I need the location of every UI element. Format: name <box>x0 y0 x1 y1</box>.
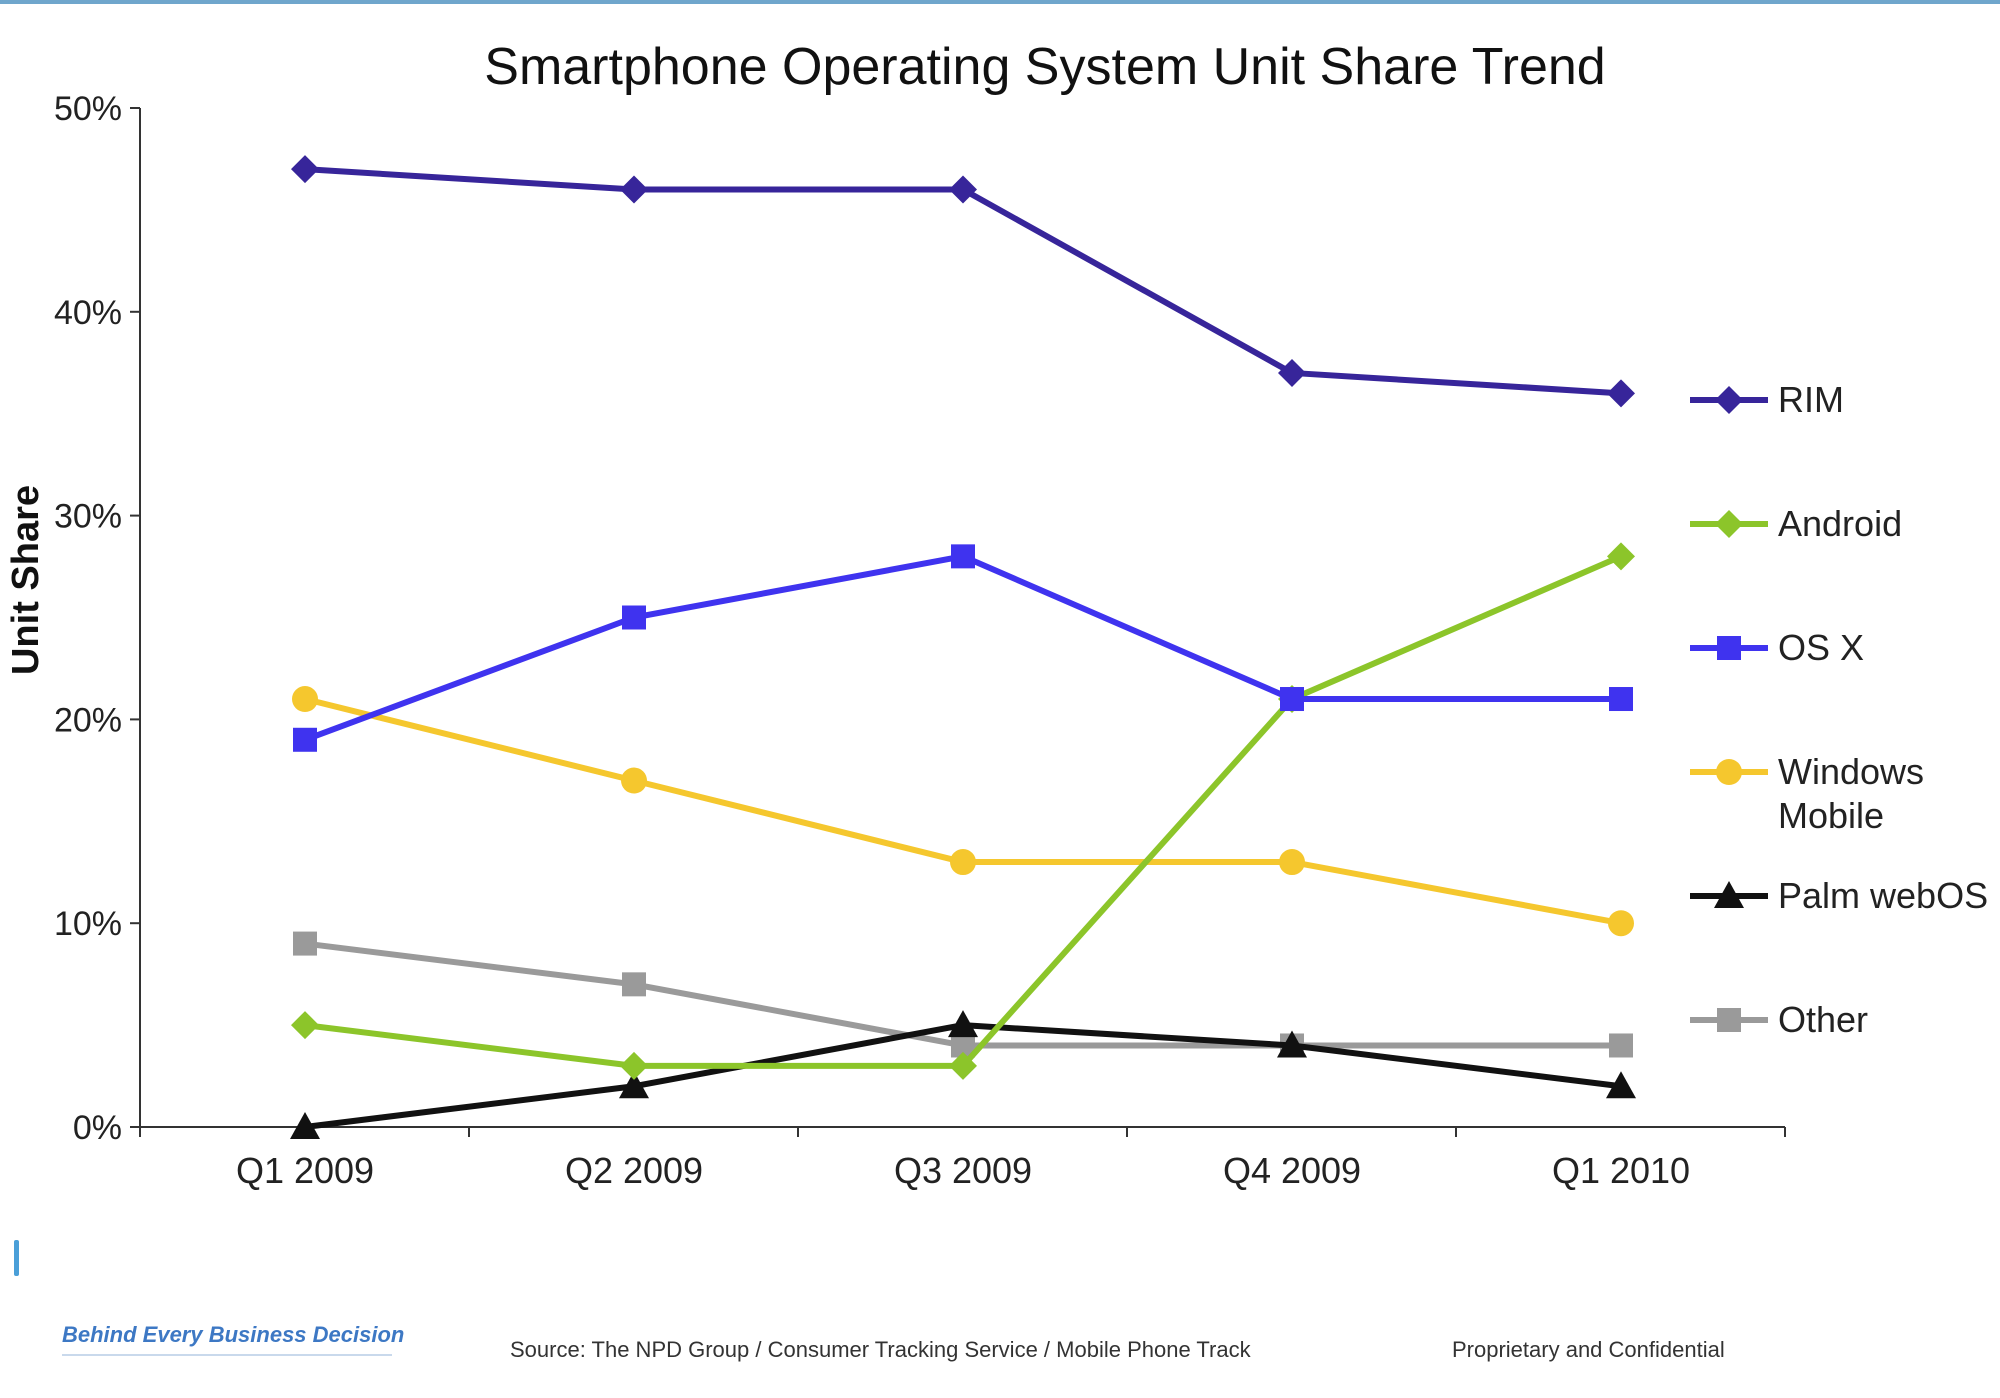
data-point-other <box>293 931 317 956</box>
footer-confidential: Proprietary and Confidential <box>1452 1337 1725 1362</box>
data-point-android <box>620 1051 648 1080</box>
data-point-palm-webos <box>290 1112 320 1139</box>
y-tick-label: 30% <box>54 498 122 536</box>
legend-label: OS X <box>1778 627 1864 668</box>
y-tick-label: 0% <box>73 1109 122 1147</box>
data-point-android <box>291 1011 319 1040</box>
legend-label-line: Windows <box>1778 751 1924 792</box>
legend-item-rim: RIM <box>1690 379 1844 420</box>
data-point-rim <box>291 155 319 184</box>
legend-label: Android <box>1778 503 1902 544</box>
data-point-android <box>1607 542 1635 571</box>
series-line-android <box>304 553 1623 1069</box>
data-point-windows-mobile <box>1608 910 1634 937</box>
data-point-palm-webos <box>948 1010 978 1038</box>
data-point-windows-mobile <box>292 686 318 713</box>
series-os-x <box>293 544 1633 752</box>
data-point-palm-webos <box>1606 1071 1636 1099</box>
footer-tagline: Behind Every Business Decision <box>62 1322 405 1347</box>
data-point-other <box>1609 1033 1633 1058</box>
x-tick-label: Q1 2010 <box>1552 1150 1690 1191</box>
tagline-rule <box>62 1354 392 1356</box>
legend-item-os-x: OS X <box>1690 627 1864 668</box>
edge-mark <box>14 1240 19 1276</box>
data-point-os-x <box>951 544 975 569</box>
legend-item-palm-webos: Palm webOS <box>1690 875 1988 916</box>
legend-label: Other <box>1778 999 1868 1040</box>
y-tick-label: 50% <box>54 90 122 128</box>
series-other <box>293 931 1633 1058</box>
y-tick-label: 40% <box>54 294 122 332</box>
series-windows-mobile <box>292 686 1634 937</box>
data-point-os-x <box>293 727 317 752</box>
legend: RIM Android OS X Windows Mobile Palm webOS Oth… <box>1690 379 1988 1040</box>
x-tick-label: Q3 2009 <box>894 1150 1032 1191</box>
legend-marker <box>1716 759 1742 785</box>
data-point-os-x <box>1280 687 1304 712</box>
data-point-other <box>622 972 646 997</box>
axes: 0% 10% 20% 30% 40% 50% Q1 2009 Q2 2009 Q3 2009 Q4… <box>54 90 1786 1191</box>
x-tick-label: Q1 2009 <box>236 1150 374 1191</box>
data-point-rim <box>620 175 648 204</box>
data-point-android <box>949 1051 977 1080</box>
legend-label: Palm webOS <box>1778 875 1988 916</box>
footer-source: Source: The NPD Group / Consumer Trackin… <box>510 1337 1251 1362</box>
data-point-windows-mobile <box>950 849 976 876</box>
data-point-rim <box>1607 379 1635 408</box>
x-tick-label: Q4 2009 <box>1223 1150 1361 1191</box>
x-tick-label: Q2 2009 <box>565 1150 703 1191</box>
data-point-palm-webos <box>1277 1030 1307 1058</box>
data-point-windows-mobile <box>1279 849 1305 876</box>
series-line-os-x <box>303 553 1621 743</box>
legend-label: RIM <box>1778 379 1844 420</box>
legend-label-line: Mobile <box>1778 795 1884 836</box>
series-line-windows-mobile <box>304 696 1622 927</box>
legend-label: Windows Mobile <box>1778 751 1924 836</box>
legend-marker <box>1714 881 1744 908</box>
y-axis-label: Unit Share <box>5 485 47 675</box>
legend-item-windows-mobile: Windows Mobile <box>1690 751 1924 836</box>
series-android <box>291 542 1635 1080</box>
legend-marker <box>1717 1008 1741 1032</box>
legend-item-android: Android <box>1690 503 1902 544</box>
top-rule <box>0 0 2000 4</box>
series-rim <box>291 155 1635 408</box>
data-point-palm-webos <box>619 1071 649 1099</box>
y-tick-label: 10% <box>54 905 122 943</box>
legend-marker <box>1715 386 1743 414</box>
legend-item-other: Other <box>1690 999 1868 1040</box>
data-point-rim <box>949 175 977 204</box>
data-point-rim <box>1278 358 1306 387</box>
legend-marker <box>1715 510 1743 538</box>
series-layer <box>290 155 1636 1139</box>
y-tick-label: 20% <box>54 701 122 739</box>
legend-marker <box>1717 636 1741 660</box>
data-point-os-x <box>622 605 646 630</box>
data-point-windows-mobile <box>621 767 647 794</box>
chart-title: Smartphone Operating System Unit Share T… <box>484 38 1605 96</box>
series-palm-webos <box>290 1010 1636 1139</box>
data-point-os-x <box>1609 687 1633 712</box>
